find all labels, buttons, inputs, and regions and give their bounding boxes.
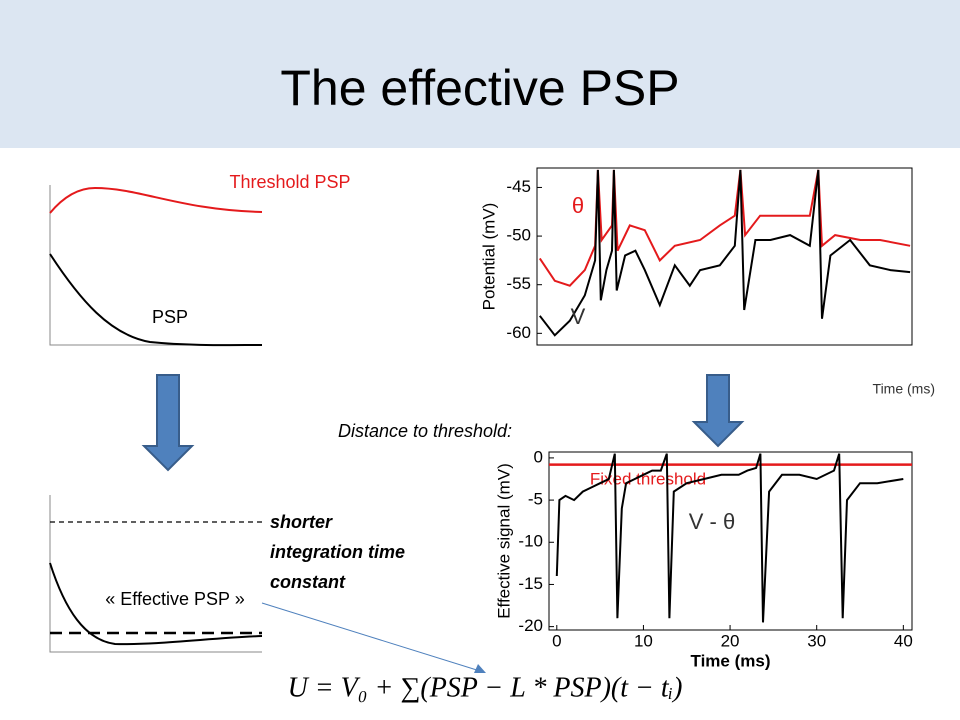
time-note: Time (ms) (873, 381, 935, 397)
pointer-head (474, 664, 486, 673)
trace (555, 453, 904, 623)
note-line: integration time (270, 542, 405, 562)
y-tick-label: -50 (506, 226, 531, 245)
psp-schematic (49, 185, 263, 347)
series-label: θ (572, 193, 584, 218)
threshold-psp-curve (49, 186, 263, 214)
threshold-label: Fixed threshold (590, 469, 706, 488)
down-arrow (141, 374, 195, 472)
threshold-psp-label: Threshold PSP (229, 172, 350, 192)
x-tick-label: 0 (552, 631, 561, 650)
note-line: shorter (270, 512, 333, 532)
psp-curve (49, 253, 263, 347)
x-axis-label: Time (ms) (691, 651, 771, 670)
note-line: constant (270, 572, 346, 592)
header-band (0, 0, 960, 148)
x-tick-label: 20 (721, 631, 740, 650)
series-label: V - θ (689, 509, 735, 534)
series-label: V (571, 304, 586, 329)
plot-frame (536, 167, 913, 346)
trace (539, 169, 911, 337)
effective-psp-label: « Effective PSP » (105, 589, 244, 609)
y-axis-label: Effective signal (mV) (494, 463, 513, 619)
distance-label: Distance to threshold: (338, 421, 512, 441)
pointer-line (261, 602, 481, 672)
y-axis-label: Potential (mV) (479, 203, 498, 311)
y-tick-label: -10 (518, 532, 543, 551)
down-arrow (691, 374, 745, 448)
equation: U = V₀ + ∑(PSP − L * PSP)(t − tᵢ) (288, 672, 683, 703)
y-tick-label: 0 (534, 447, 543, 466)
effective-psp-schematic (49, 495, 263, 653)
y-tick-label: -20 (518, 616, 543, 635)
y-tick-label: -55 (506, 274, 531, 293)
x-tick-label: 40 (894, 631, 913, 650)
axes (49, 495, 262, 653)
x-tick-label: 10 (634, 631, 653, 650)
shorter-note: shorter integration time constant (270, 512, 405, 592)
x-tick-label: 30 (807, 631, 826, 650)
y-tick-label: -5 (528, 490, 543, 509)
y-tick-label: -45 (506, 177, 531, 196)
y-tick-label: -15 (518, 574, 543, 593)
psp-label: PSP (152, 307, 188, 327)
y-tick-label: -60 (506, 323, 531, 342)
slide-title: The effective PSP (280, 60, 679, 116)
effective-psp-curve (49, 562, 263, 646)
